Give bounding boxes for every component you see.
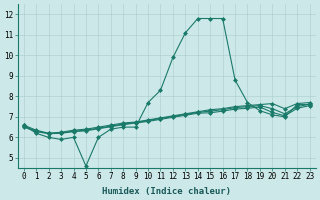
X-axis label: Humidex (Indice chaleur): Humidex (Indice chaleur) — [102, 187, 231, 196]
